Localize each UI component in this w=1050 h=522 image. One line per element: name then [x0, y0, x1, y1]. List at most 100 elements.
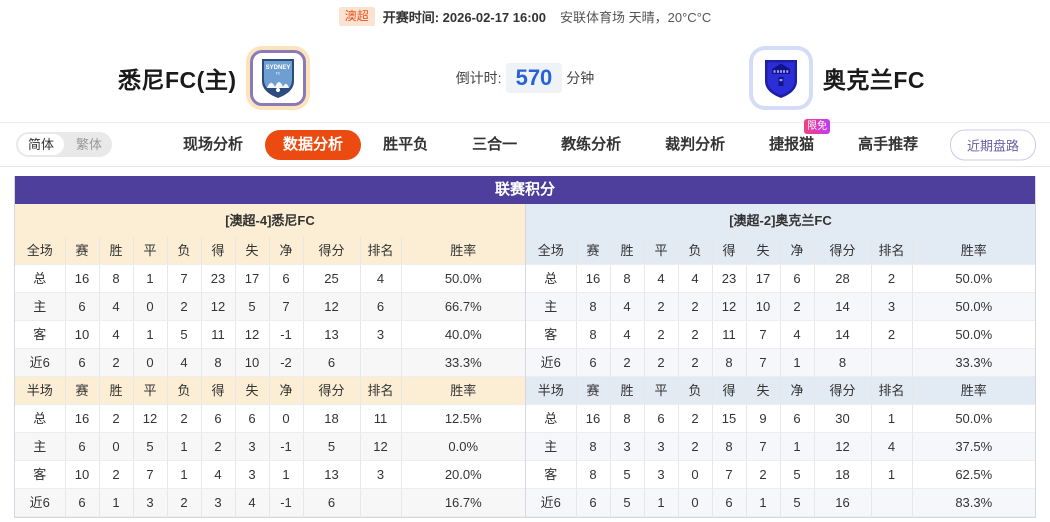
lang-simplified-option[interactable]: 简体: [18, 134, 65, 155]
column-header-2: 胜: [99, 237, 134, 265]
column-header-10: 胜率: [912, 237, 1035, 265]
cell-赛: 10: [65, 320, 100, 349]
cell-胜率: 62.5%: [912, 460, 1035, 489]
cell-胜: 8: [610, 404, 645, 433]
cell-排名: 4: [360, 264, 402, 293]
cell-得: 6: [201, 404, 236, 433]
table-header-row: 半场赛胜平负得失净得分 排名 胜率: [526, 377, 1035, 405]
table-row: 主 6 0 5 1 2 3 -1 5 12 0.0%: [15, 432, 525, 461]
cell-净: 6: [269, 264, 304, 293]
cell-失: 17: [235, 264, 270, 293]
tab-win-draw-lose[interactable]: 胜平负: [383, 135, 429, 153]
countdown-unit: 分钟: [566, 69, 595, 86]
lang-traditional-option[interactable]: 繁体: [76, 137, 103, 152]
cell-得: 4: [201, 460, 236, 489]
cell-排名: 11: [360, 404, 402, 433]
cell-赛: 8: [576, 320, 611, 349]
cell-得分: 30: [814, 404, 872, 433]
match-info-bar: 澳超 开赛时间: 2026-02-17 16:00 安联体育场 天晴，20°C°…: [0, 0, 1050, 33]
home-full-table: 全场赛胜平负得失净得分 排名 胜率 总 16 8 1 7 23 17 6 25 4 50.0% 主 6 4 0 2…: [15, 237, 525, 377]
column-header-7: 净: [780, 237, 815, 265]
cell-赛: 10: [65, 460, 100, 489]
cell-排名: 1: [871, 460, 913, 489]
cell-得: 8: [712, 432, 747, 461]
column-header-4: 负: [678, 237, 713, 265]
home-half-body: 总 16 2 12 2 6 6 0 18 11 12.5% 主 6 0 5 1 2 3 -1 5 12 0.0% 客 10 2 7…: [15, 404, 525, 517]
table-header-row: 半场赛胜平负得失净得分 排名 胜率: [15, 377, 525, 405]
countdown-value: 570: [505, 62, 563, 93]
home-standings-subtitle: [澳超-4]悉尼FC: [15, 204, 525, 237]
column-header-9: 排名: [871, 377, 913, 405]
tab-data-analysis[interactable]: 数据分析: [265, 129, 362, 160]
away-standings-half: [澳超-2]奥克兰FC 全场赛胜平负得失净得分 排名 胜率 总 16 8 4 4 23 17 6 2…: [525, 204, 1035, 517]
table-row: 主 8 4 2 2 12 10 2 14 3 50.0%: [526, 292, 1035, 321]
tab-live-analysis[interactable]: 现场分析: [183, 135, 244, 153]
column-header-8: 得分: [303, 377, 361, 405]
cell-失: 4: [235, 488, 270, 517]
language-toggle[interactable]: 简体 繁体: [16, 132, 113, 157]
column-header-scope: 全场: [15, 237, 66, 265]
cell-胜率: 33.3%: [912, 348, 1035, 377]
venue-weather: 安联体育场 天晴，20°C°C: [560, 10, 712, 25]
tab-coach-analysis[interactable]: 教练分析: [561, 135, 622, 153]
cell-排名: 4: [871, 432, 913, 461]
tab-three-in-one[interactable]: 三合一: [472, 135, 518, 153]
cell-得分: 28: [814, 264, 872, 293]
cell-赛: 16: [576, 264, 611, 293]
column-header-6: 失: [746, 377, 781, 405]
cell-得: 12: [201, 292, 236, 321]
table-header-row: 全场赛胜平负得失净得分 排名 胜率: [526, 237, 1035, 265]
cell-得: 6: [712, 488, 747, 517]
cell-排名: 3: [360, 320, 402, 349]
table-row: 主 6 4 0 2 12 5 7 12 6 66.7%: [15, 292, 525, 321]
cell-失: 6: [235, 404, 270, 433]
tab-jiebaomao[interactable]: 捷报猫 限免: [747, 118, 836, 160]
recent-odds-button[interactable]: 近期盘路: [949, 129, 1036, 160]
cell-胜率: 33.3%: [401, 348, 525, 377]
cell-得: 15: [712, 404, 747, 433]
cell-净: -1: [269, 488, 304, 517]
countdown-label: 倒计时:: [455, 69, 502, 86]
column-header-6: 失: [235, 237, 270, 265]
cell-平: 0: [133, 348, 168, 377]
cell-净: 5: [780, 460, 815, 489]
cell-净: 6: [780, 404, 815, 433]
cell-失: 9: [746, 404, 781, 433]
cell-负: 7: [167, 264, 202, 293]
table-row: 总 16 8 1 7 23 17 6 25 4 50.0%: [15, 264, 525, 293]
tab-referee-analysis[interactable]: 裁判分析: [665, 135, 726, 153]
cell-胜率: 0.0%: [401, 432, 525, 461]
cell-胜: 4: [610, 292, 645, 321]
home-standings-half: [澳超-4]悉尼FC 全场赛胜平负得失净得分 排名 胜率 总 16 8 1 7 23 17 6 25…: [15, 204, 525, 517]
cell-平: 3: [644, 460, 679, 489]
row-label: 客: [526, 460, 577, 489]
cell-胜: 8: [610, 264, 645, 293]
cell-排名: [360, 488, 402, 517]
cell-胜率: 50.0%: [912, 264, 1035, 293]
cell-负: 2: [678, 320, 713, 349]
cell-平: 1: [133, 320, 168, 349]
column-header-7: 净: [780, 377, 815, 405]
table-row: 近6 6 2 2 2 8 7 1 8 33.3%: [526, 348, 1035, 377]
cell-平: 6: [644, 404, 679, 433]
cell-负: 1: [167, 432, 202, 461]
cell-得分: 25: [303, 264, 361, 293]
home-team-block: 悉尼FC(主) SYDNEY FC: [0, 49, 420, 106]
cell-平: 3: [644, 432, 679, 461]
column-header-3: 平: [644, 377, 679, 405]
column-header-8: 得分: [303, 237, 361, 265]
column-header-3: 平: [133, 377, 168, 405]
home-half-table: 半场赛胜平负得失净得分 排名 胜率 总 16 2 12 2 6 6 0 18 11 12.5% 主 6 0 5 1…: [15, 377, 525, 517]
cell-胜率: 16.7%: [401, 488, 525, 517]
column-header-scope: 半场: [526, 377, 577, 405]
row-label: 客: [15, 320, 66, 349]
cell-负: 0: [678, 488, 713, 517]
cell-排名: [871, 488, 913, 517]
cell-赛: 6: [65, 488, 100, 517]
table-row: 近6 6 5 1 0 6 1 5 16 83.3%: [526, 488, 1035, 517]
cell-净: 0: [269, 404, 304, 433]
column-header-4: 负: [167, 237, 202, 265]
cell-净: 1: [780, 348, 815, 377]
tab-expert-picks[interactable]: 高手推荐: [858, 135, 919, 153]
cell-赛: 6: [576, 488, 611, 517]
